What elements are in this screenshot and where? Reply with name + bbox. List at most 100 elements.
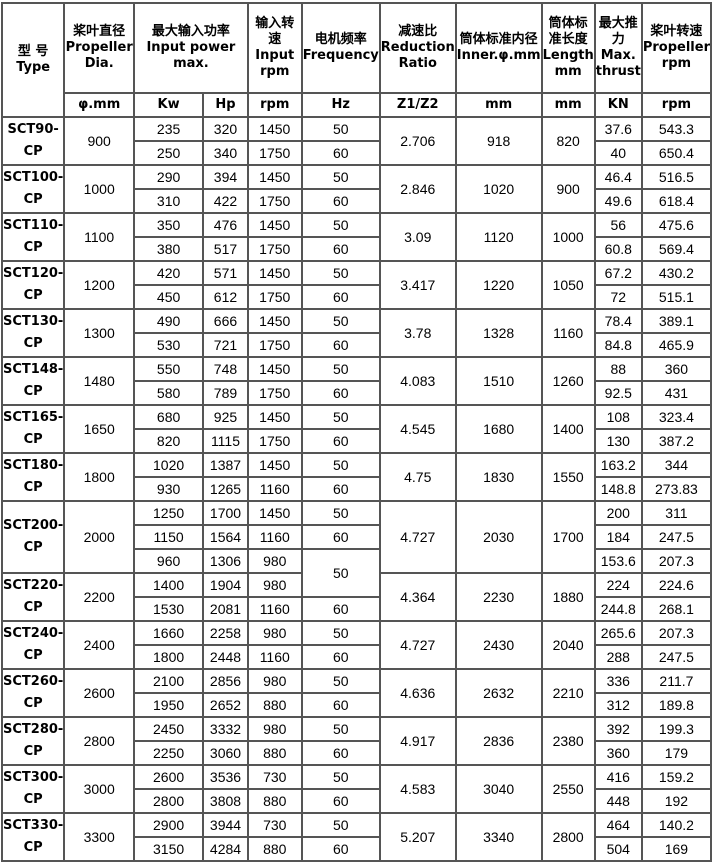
thrust-cell: 88 [593, 356, 643, 382]
input-rpm-cell: 1750 [246, 428, 303, 454]
prop-rpm-cell: 569.4 [640, 236, 712, 262]
model-cell: SCT240-CP [0, 620, 66, 670]
hz-cell: 50 [300, 260, 381, 286]
thrust-cell: 416 [593, 764, 643, 790]
ratio-cell: 4.636 [378, 668, 457, 718]
hz-cell: 60 [300, 380, 381, 406]
dia-cell: 2000 [63, 500, 136, 574]
hz-cell: 60 [300, 284, 381, 310]
inner-cell: 3340 [454, 812, 543, 862]
unit-cell: rpm [246, 92, 303, 118]
header-length: 筒体标准长度 Length mm [540, 2, 596, 94]
model-cell: SCT110-CP [0, 212, 66, 262]
hp-cell: 3808 [202, 788, 249, 814]
inner-cell: 1510 [454, 356, 543, 406]
table-row: SCT110-CP 1100 350 476 1450 50 3.09 1120 1000 56 4… [0, 212, 712, 262]
prop-rpm-cell: 344 [640, 452, 712, 478]
inner-cell: 2030 [454, 500, 543, 574]
table-row: SCT220-CP 2200 1400 1904 980 4.364 2230 1880 224… [0, 572, 712, 622]
unit-cell: Kw [133, 92, 205, 118]
hz-cell: 60 [300, 836, 381, 862]
inner-cell: 1220 [454, 260, 543, 310]
dia-cell: 1650 [63, 404, 136, 454]
input-rpm-cell: 980 [246, 716, 303, 742]
unit-cell: mm [540, 92, 596, 118]
prop-rpm-cell: 211.7 [640, 668, 712, 694]
inner-cell: 918 [454, 116, 543, 166]
prop-rpm-cell: 247.5 [640, 524, 712, 550]
kw-cell: 1800 [133, 644, 205, 670]
thrust-cell: 72 [593, 284, 643, 310]
input-rpm-cell: 1750 [246, 284, 303, 310]
thrust-cell: 49.6 [593, 188, 643, 214]
prop-rpm-cell: 430.2 [640, 260, 712, 286]
hp-cell: 422 [202, 188, 249, 214]
table-row: SCT130-CP 1300 490 666 1450 50 3.78 1328 1160 78.… [0, 308, 712, 358]
header-prop-rpm: 桨叶转速 Propeller rpm [640, 2, 712, 94]
header-type: 型 号 Type [0, 2, 66, 118]
prop-rpm-cell: 189.8 [640, 692, 712, 718]
table-row: 960 1306 980 50 153.6 207.3 [2, 548, 712, 598]
hz-cell: 50 [300, 308, 381, 334]
ratio-cell: 3.417 [378, 260, 457, 310]
length-cell: 2380 [540, 716, 596, 766]
hp-cell: 394 [202, 164, 249, 190]
prop-rpm-cell: 360 [640, 356, 712, 382]
header-power: 最大输入功率 Input power max. [133, 2, 249, 94]
inner-cell: 3040 [454, 764, 543, 814]
thrust-cell: 392 [593, 716, 643, 742]
kw-cell: 930 [133, 476, 205, 502]
prop-rpm-cell: 268.1 [640, 596, 712, 622]
input-rpm-cell: 980 [246, 620, 303, 646]
hp-cell: 721 [202, 332, 249, 358]
hp-cell: 666 [202, 308, 249, 334]
inner-cell: 1680 [454, 404, 543, 454]
hz-cell: 60 [300, 524, 381, 550]
table-row: SCT330-CP 3300 2900 3944 730 50 5.207 3340 2800 4… [0, 812, 712, 862]
table-row: SCT280-CP 2800 2450 3332 980 50 4.917 2836 2380 3… [0, 716, 712, 766]
model-cell: SCT120-CP [0, 260, 66, 310]
hz-cell: 50 [300, 404, 381, 430]
kw-cell: 3150 [133, 836, 205, 862]
hp-cell: 4284 [202, 836, 249, 862]
length-cell: 1700 [540, 500, 596, 574]
input-rpm-cell: 980 [246, 572, 303, 598]
thrust-cell: 336 [593, 668, 643, 694]
hp-cell: 3060 [202, 740, 249, 766]
length-cell: 1400 [540, 404, 596, 454]
hp-cell: 2258 [202, 620, 249, 646]
prop-rpm-cell: 650.4 [640, 140, 712, 166]
input-rpm-cell: 1160 [246, 596, 303, 622]
input-rpm-cell: 880 [246, 836, 303, 862]
kw-cell: 2600 [133, 764, 205, 790]
length-cell: 1000 [540, 212, 596, 262]
ratio-cell: 4.583 [378, 764, 457, 814]
thrust-cell: 84.8 [593, 332, 643, 358]
kw-cell: 290 [133, 164, 205, 190]
hp-cell: 3332 [202, 716, 249, 742]
kw-cell: 820 [133, 428, 205, 454]
input-rpm-cell: 1750 [246, 188, 303, 214]
inner-cell: 2430 [454, 620, 543, 670]
input-rpm-cell: 1160 [246, 524, 303, 550]
thrust-cell: 360 [593, 740, 643, 766]
thrust-cell: 130 [593, 428, 643, 454]
input-rpm-cell: 1450 [246, 308, 303, 334]
thrust-cell: 163.2 [593, 452, 643, 478]
thrust-cell: 265.6 [593, 620, 643, 646]
unit-cell: φ.mm [63, 92, 136, 118]
dia-cell: 2800 [63, 716, 136, 766]
thrust-cell: 184 [593, 524, 643, 550]
hp-cell: 340 [202, 140, 249, 166]
length-cell: 1260 [540, 356, 596, 406]
kw-cell: 490 [133, 308, 205, 334]
ratio-cell: 2.706 [378, 116, 457, 166]
table-row: 450 612 1750 60 72 515.1 [2, 284, 712, 310]
header-frequency: 电机频率 Frequency [300, 2, 381, 94]
kw-cell: 235 [133, 116, 205, 142]
inner-cell: 1328 [454, 308, 543, 358]
table-row: SCT240-CP 2400 1660 2258 980 50 4.727 2430 2040 2… [0, 620, 712, 670]
kw-cell: 2450 [133, 716, 205, 742]
dia-cell: 2600 [63, 668, 136, 718]
hz-cell: 50 [300, 164, 381, 190]
